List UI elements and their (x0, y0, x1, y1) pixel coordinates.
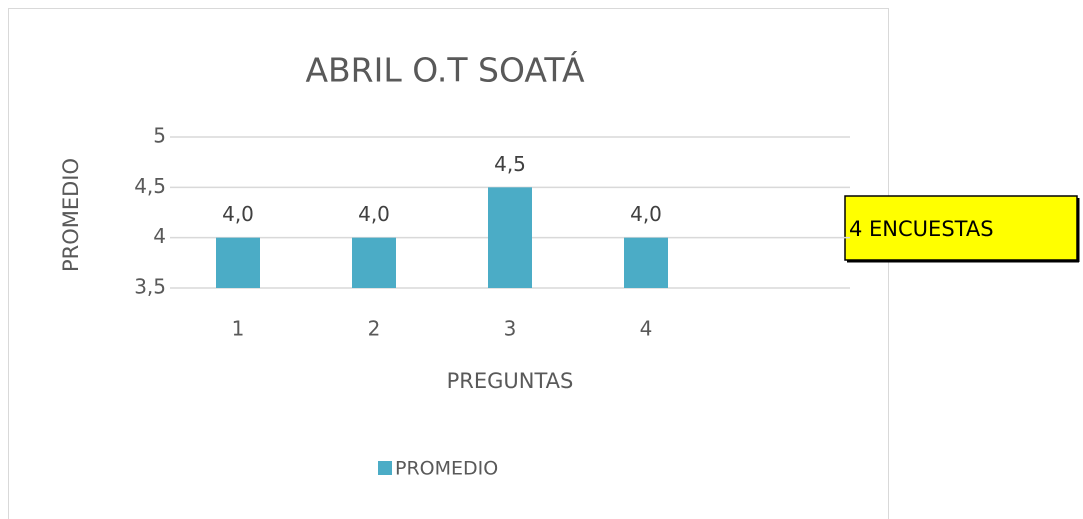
bar (352, 237, 396, 288)
x-tick-label: 4 (640, 317, 653, 341)
y-axis-label: PROMEDIO (59, 158, 83, 272)
chart-title: ABRIL O.T SOATÁ (305, 50, 584, 90)
y-tick-label: 4 (153, 224, 166, 248)
data-label: 4,5 (494, 152, 526, 176)
x-axis-label: PREGUNTAS (447, 369, 574, 393)
x-tick-label: 1 (232, 317, 245, 341)
legend-swatch (378, 461, 392, 475)
chart-frame (8, 8, 889, 519)
annotation-box (844, 195, 1078, 261)
bar (624, 237, 668, 288)
data-label: 4,0 (630, 202, 662, 226)
y-tick-label: 3,5 (134, 275, 166, 299)
annotation: 4 ENCUESTAS (849, 217, 994, 241)
y-tick-label: 4,5 (134, 174, 166, 198)
x-tick-label: 3 (504, 317, 517, 341)
bar (488, 187, 532, 288)
x-tick-label: 2 (368, 317, 381, 341)
legend-label: PROMEDIO (395, 458, 498, 480)
bar (216, 237, 260, 288)
data-label: 4,0 (222, 202, 254, 226)
y-tick-label: 5 (153, 124, 166, 148)
data-label: 4,0 (358, 202, 390, 226)
